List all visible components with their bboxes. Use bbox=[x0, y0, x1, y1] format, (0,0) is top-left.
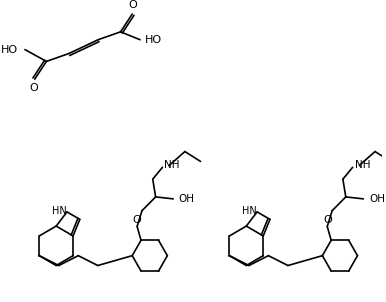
Text: O: O bbox=[323, 215, 332, 225]
Text: OH: OH bbox=[369, 194, 385, 204]
Text: HO: HO bbox=[1, 45, 18, 55]
Text: NH: NH bbox=[355, 160, 370, 170]
Text: O: O bbox=[29, 83, 38, 93]
Text: O: O bbox=[133, 215, 142, 225]
Text: NH: NH bbox=[164, 160, 180, 170]
Text: OH: OH bbox=[179, 194, 195, 204]
Text: HO: HO bbox=[145, 35, 162, 45]
Text: HN: HN bbox=[52, 206, 66, 216]
Text: O: O bbox=[129, 0, 137, 10]
Text: HN: HN bbox=[242, 206, 257, 216]
